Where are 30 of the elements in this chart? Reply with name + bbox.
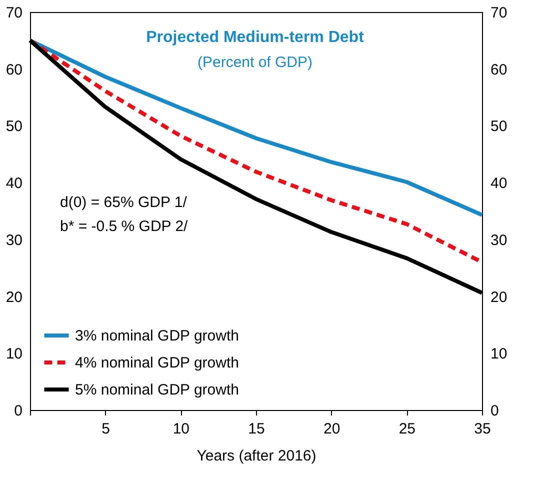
y2-tick-label: 20 (490, 288, 508, 306)
y2-tick-label: 10 (490, 346, 508, 363)
y2-tick-label: 50 (490, 118, 508, 136)
y-tick-label: 10 (6, 346, 22, 363)
x-axis-title: Years (after 2016) (196, 448, 316, 464)
y-tick-label: 50 (6, 118, 22, 136)
annotation: b* = -0.5 % GDP 2/ (60, 218, 189, 235)
y2-tick-label: 70 (490, 4, 508, 22)
text: Projected Medium-term Debt (146, 29, 365, 46)
x-tick-label: 35 (474, 420, 491, 438)
y-tick-label: 70 (6, 4, 22, 22)
y-tick-label: 40 (6, 175, 22, 192)
x-tick-label: 25 (398, 420, 416, 438)
y-tick-label: 60 (6, 61, 22, 78)
y2-tick-label: 40 (490, 175, 508, 192)
y2-tick-label: 60 (490, 61, 508, 78)
text: (Percent of GDP) (197, 54, 313, 71)
x-tick-label: 10 (172, 420, 190, 438)
annotation: d(0) = 65% GDP 1/ (60, 194, 188, 211)
x-tick-label: 15 (248, 420, 265, 438)
y-tick-label: 30 (6, 232, 22, 249)
x-tick-label: 5 (102, 420, 110, 438)
y-tick-label: 20 (6, 288, 22, 306)
y-tick-label: 0 (14, 402, 22, 420)
x-tick-label: 20 (323, 420, 340, 438)
y2-tick-label: 30 (490, 232, 508, 249)
legend-label: 5% nominal GDP growth (75, 382, 239, 398)
legend-label: 4% nominal GDP growth (75, 354, 239, 372)
legend-label: 3% nominal GDP growth (75, 328, 239, 344)
y2-tick-label: 0 (490, 402, 499, 420)
